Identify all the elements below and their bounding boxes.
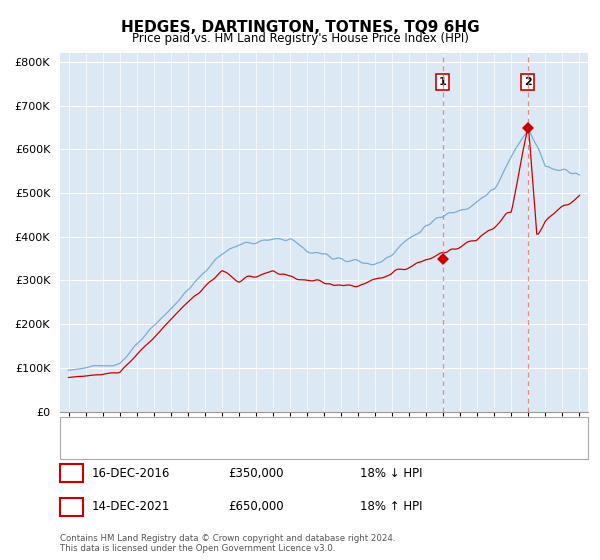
Text: Contains HM Land Registry data © Crown copyright and database right 2024.
This d: Contains HM Land Registry data © Crown c… (60, 534, 395, 553)
Text: 18% ↓ HPI: 18% ↓ HPI (360, 466, 422, 480)
Text: 14-DEC-2021: 14-DEC-2021 (92, 500, 170, 514)
Text: 2: 2 (68, 502, 75, 512)
Text: HEDGES, DARTINGTON, TOTNES, TQ9 6HG: HEDGES, DARTINGTON, TOTNES, TQ9 6HG (121, 20, 479, 35)
Text: HPI: Average price, detached house, South Hams: HPI: Average price, detached house, Sout… (112, 444, 381, 454)
Text: 16-DEC-2016: 16-DEC-2016 (92, 466, 170, 480)
Text: Price paid vs. HM Land Registry's House Price Index (HPI): Price paid vs. HM Land Registry's House … (131, 32, 469, 45)
Text: HEDGES, DARTINGTON, TOTNES, TQ9 6HG (detached house): HEDGES, DARTINGTON, TOTNES, TQ9 6HG (det… (112, 425, 443, 435)
Text: £650,000: £650,000 (228, 500, 284, 514)
Text: 1: 1 (68, 468, 75, 478)
Text: £350,000: £350,000 (228, 466, 284, 480)
Text: 18% ↑ HPI: 18% ↑ HPI (360, 500, 422, 514)
Text: 2: 2 (524, 77, 532, 87)
Text: 1: 1 (439, 77, 446, 87)
